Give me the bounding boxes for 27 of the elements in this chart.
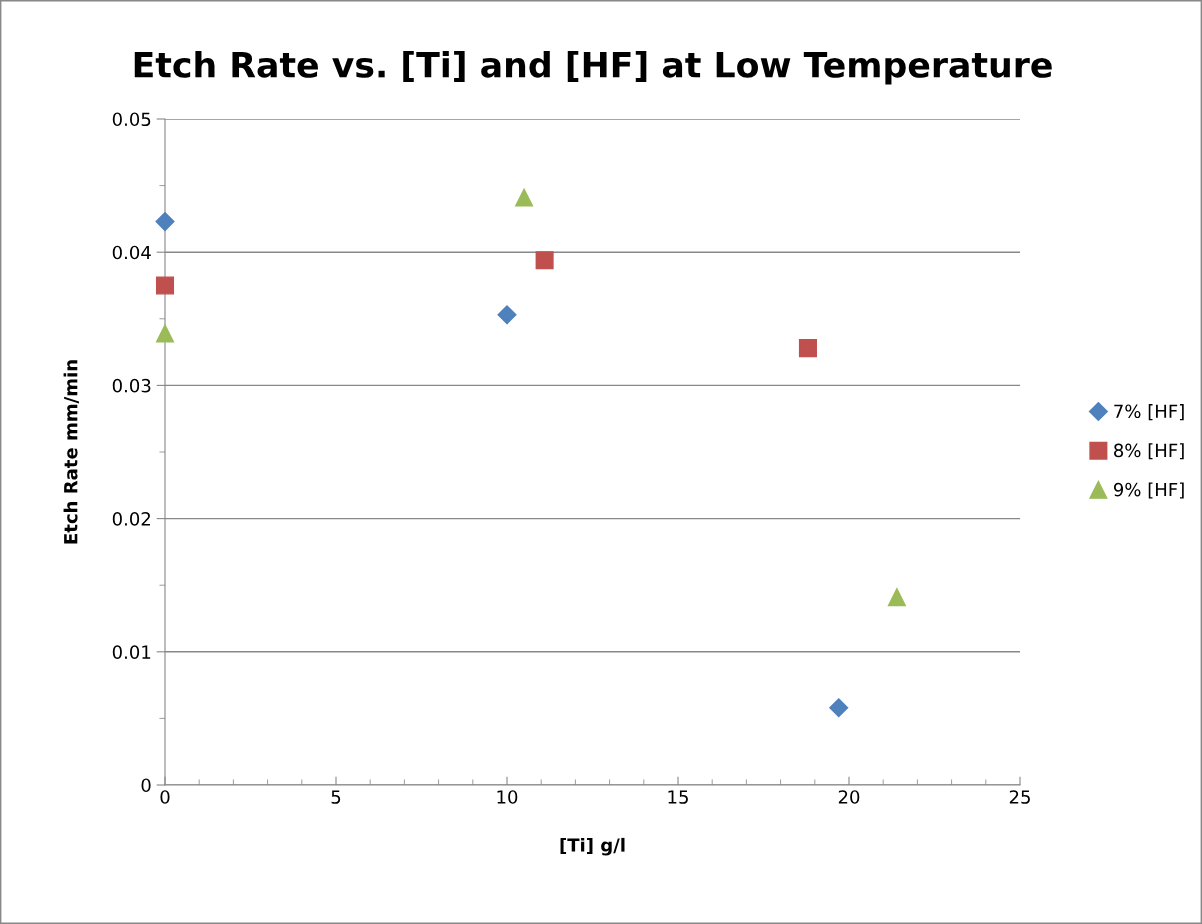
point <box>515 188 534 207</box>
point <box>497 305 517 325</box>
y-axis-title: Etch Rate mm/min <box>63 360 79 544</box>
legend-label: 7% [HF] <box>1114 404 1184 421</box>
y-tick-label: 0.02 <box>112 512 150 526</box>
point <box>798 339 817 358</box>
point <box>155 324 175 343</box>
x-tick-label: 15 <box>668 790 688 804</box>
y-tick-label: 0 <box>141 778 151 793</box>
y-tick-label: 0.05 <box>112 112 151 127</box>
point <box>155 276 175 295</box>
legend-label: 8% [HF] <box>1114 443 1184 460</box>
y-tick-label: 0.03 <box>112 378 151 393</box>
x-tick-label: 25 <box>1009 790 1030 804</box>
y-tick-label: 0.04 <box>112 245 151 260</box>
point <box>829 698 849 718</box>
legend-label: 9% [HF] <box>1113 482 1184 499</box>
x-axis-title: [Ti] g/l <box>560 837 625 856</box>
y-tick-label: 0.01 <box>112 645 151 659</box>
point <box>887 588 906 607</box>
x-tick-label: 0 <box>160 790 170 804</box>
x-tick-label: 10 <box>497 790 518 804</box>
x-tick-label: 5 <box>331 790 341 804</box>
point <box>535 251 554 270</box>
point <box>155 212 175 232</box>
chart-title: Etch Rate vs. [Ti] and [HF] at Low Temperature <box>134 50 1052 85</box>
x-tick-label: 20 <box>838 790 860 804</box>
